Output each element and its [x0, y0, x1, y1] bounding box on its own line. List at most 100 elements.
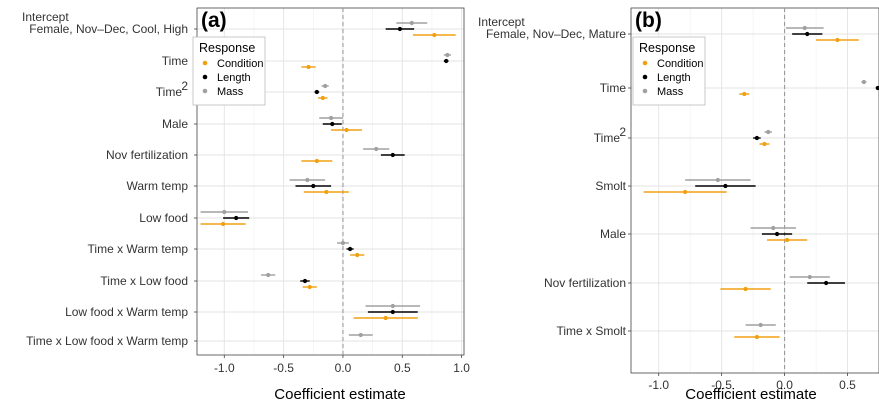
x-tick-label: 0.5 — [394, 361, 411, 375]
length-time-squared-point — [314, 89, 319, 95]
length-smolt-point — [723, 183, 728, 189]
legend: Response Condition Length Mass — [192, 36, 266, 106]
legend-label-length: Length — [217, 72, 251, 84]
length-low-food-point — [234, 215, 239, 221]
mass-time-point — [445, 52, 450, 58]
x-tick-label: -0.5 — [711, 378, 732, 392]
term-label-intercept-detail: Female, Nov–Dec, Mature — [486, 27, 626, 41]
mass-time-x-low-food-point — [266, 272, 271, 278]
condition-time-x-warm-temp-point — [355, 252, 360, 258]
term-label-superscript: 2 — [181, 79, 188, 93]
legend-label-mass: Mass — [217, 86, 244, 98]
x-tick-label: -1.0 — [214, 361, 235, 375]
mass-time-x-warm-temp-point — [340, 240, 346, 246]
length-male-point — [330, 121, 335, 127]
x-axis-title: Coefficient estimate — [274, 386, 405, 403]
legend-key-condition — [642, 60, 648, 66]
x-tick-label: -0.5 — [273, 361, 294, 375]
term-label-low-food-x-warm-temp: Low food x Warm temp — [65, 305, 188, 319]
condition-male-point — [344, 127, 349, 133]
legend-key-mass — [642, 88, 648, 94]
condition-intercept-point — [432, 32, 437, 38]
term-label-time: Time — [600, 81, 627, 95]
mass-time-squared-point — [323, 83, 328, 89]
mass-low-food-x-warm-temp-point — [390, 303, 395, 309]
term-label-time-x-low-food: Time x Low food — [100, 274, 188, 288]
condition-low-food-x-warm-temp-point — [383, 315, 388, 321]
condition-nov-fertilization-point — [743, 286, 748, 292]
mass-intercept-point — [802, 25, 807, 31]
length-time-x-low-food-point — [302, 278, 308, 284]
condition-time-squared-point — [762, 141, 767, 147]
legend-title: Response — [199, 41, 255, 55]
panel-border — [630, 7, 879, 374]
legend-key-mass — [202, 88, 208, 94]
term-label-time-squared: Time — [594, 131, 621, 145]
legend-title: Response — [639, 41, 695, 55]
mass-smolt-point — [715, 177, 720, 183]
term-label-intercept-detail: Female, Nov–Dec, Cool, High — [29, 22, 188, 36]
term-label-time-x-smolt: Time x Smolt — [556, 324, 626, 338]
x-tick-label: -1.0 — [648, 378, 669, 392]
mass-time-x-smolt-point — [758, 322, 763, 328]
x-tick-label: 1.0 — [453, 361, 470, 375]
mass-time-x-low-food-x-warm-temp-point — [358, 332, 363, 338]
term-label-nov-fertilization: Nov fertilization — [106, 148, 188, 162]
length-warm-temp-point — [311, 183, 316, 189]
condition-low-food-point — [221, 221, 226, 227]
condition-warm-temp-point — [324, 189, 329, 195]
length-low-food-x-warm-temp-point — [390, 309, 395, 315]
condition-time-point — [742, 91, 747, 97]
panel-label: (b) — [635, 9, 662, 32]
panel-border — [196, 7, 465, 356]
mass-time-point — [861, 79, 866, 85]
length-male-point — [774, 231, 780, 237]
term-label-superscript: 2 — [619, 125, 626, 139]
term-label-nov-fertilization: Nov fertilization — [544, 276, 626, 290]
panel-label: (a) — [201, 9, 227, 32]
term-label-smolt: Smolt — [595, 179, 626, 193]
length-nov-fertilization-point — [390, 152, 395, 158]
mass-nov-fertilization-point — [807, 274, 812, 280]
legend-key-length — [202, 74, 208, 80]
mass-time-squared-point — [766, 129, 771, 135]
condition-time-squared-point — [320, 95, 325, 101]
term-label-time: Time — [162, 54, 189, 68]
mass-intercept-point — [409, 20, 414, 26]
length-nov-fertilization-point — [824, 280, 829, 286]
mass-male-point — [328, 115, 334, 121]
legend-key-length — [642, 74, 648, 80]
condition-time-x-smolt-point — [754, 334, 759, 340]
condition-nov-fertilization-point — [314, 158, 319, 164]
term-label-time-squared: Time — [156, 85, 183, 99]
mass-warm-temp-point — [305, 177, 310, 183]
legend-label-condition: Condition — [217, 58, 263, 70]
mass-low-food-point — [222, 209, 227, 215]
x-tick-label: 0.0 — [335, 361, 352, 375]
term-label-male: Male — [162, 117, 188, 131]
mass-male-point — [771, 225, 776, 231]
length-time-point — [444, 58, 449, 64]
length-time-point — [875, 85, 879, 91]
length-time-x-warm-temp-point — [347, 246, 353, 252]
legend-key-condition — [202, 60, 208, 66]
legend: Response Condition Length Mass — [632, 36, 706, 106]
x-tick-label: 0.0 — [776, 378, 793, 392]
mass-nov-fertilization-point — [374, 146, 379, 152]
legend-label-mass: Mass — [657, 86, 684, 98]
x-tick-label: 0.5 — [839, 378, 856, 392]
legend-box — [192, 36, 266, 106]
length-intercept-point — [805, 31, 810, 37]
legend-label-condition: Condition — [657, 58, 703, 70]
term-label-male: Male — [600, 227, 626, 241]
term-label-low-food: Low food — [139, 211, 188, 225]
term-label-warm-temp: Warm temp — [126, 179, 188, 193]
condition-smolt-point — [683, 189, 688, 195]
condition-time-point — [306, 64, 311, 70]
condition-intercept-point — [835, 37, 840, 43]
legend-box — [632, 36, 706, 106]
condition-male-point — [785, 237, 790, 243]
